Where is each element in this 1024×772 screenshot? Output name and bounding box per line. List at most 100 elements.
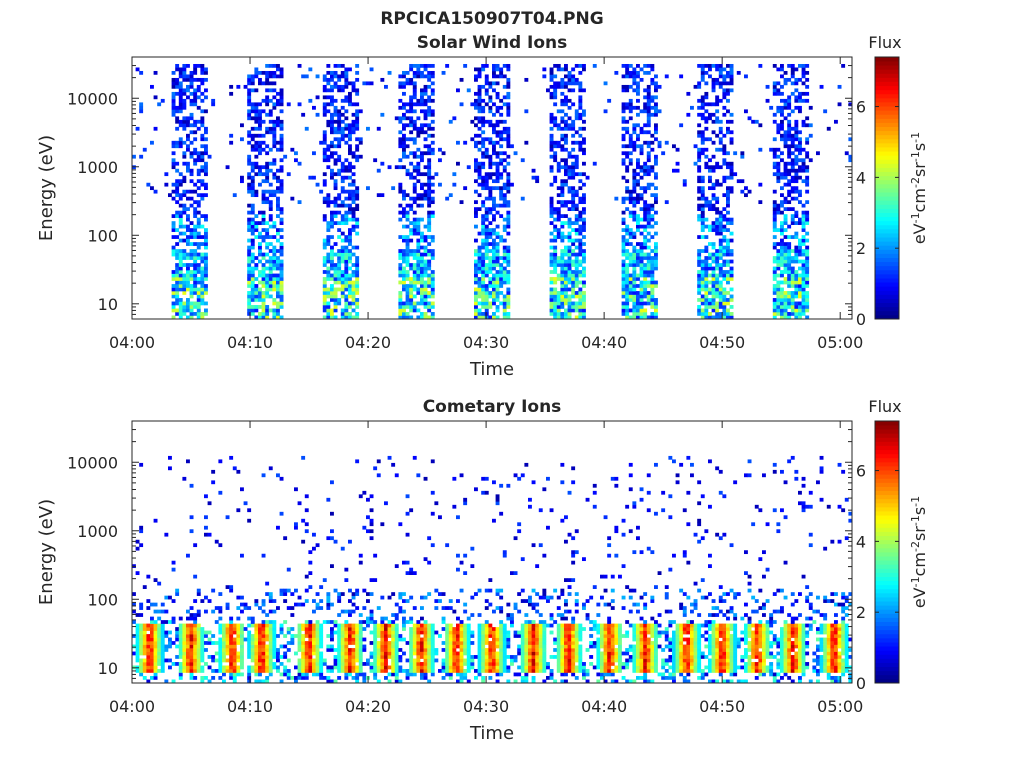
heatmap-cell bbox=[647, 295, 651, 299]
heatmap-cell bbox=[427, 144, 431, 148]
heatmap-cell bbox=[582, 221, 586, 225]
heatmap-cell bbox=[712, 225, 716, 229]
heatmap-cell bbox=[272, 599, 276, 603]
heatmap-cell bbox=[478, 312, 482, 316]
heatmap-cell bbox=[197, 305, 201, 309]
heatmap-cell bbox=[161, 627, 165, 631]
heatmap-cell bbox=[265, 169, 269, 173]
heatmap-cell bbox=[269, 627, 273, 631]
heatmap-cell bbox=[629, 235, 633, 239]
heatmap-cell bbox=[409, 64, 413, 68]
heatmap-cell bbox=[139, 71, 143, 75]
heatmap-cell bbox=[553, 102, 557, 106]
heatmap-cell bbox=[269, 277, 273, 281]
heatmap-cell bbox=[182, 288, 186, 292]
heatmap-cell bbox=[290, 613, 294, 617]
colorbar-swatch bbox=[875, 254, 899, 258]
heatmap-cell bbox=[629, 298, 633, 302]
heatmap-cell bbox=[280, 228, 284, 232]
heatmap-cell bbox=[474, 190, 478, 194]
heatmap-cell bbox=[341, 162, 345, 166]
heatmap-cell bbox=[258, 183, 262, 187]
heatmap-cell bbox=[427, 211, 431, 215]
heatmap-cell bbox=[643, 106, 647, 110]
heatmap-cell bbox=[337, 260, 341, 264]
heatmap-cell bbox=[701, 207, 705, 211]
heatmap-cell bbox=[787, 295, 791, 299]
colorbar-tick-label: 0 bbox=[856, 310, 866, 329]
heatmap-cell bbox=[323, 113, 327, 117]
heatmap-cell bbox=[701, 197, 705, 201]
heatmap-cell bbox=[402, 155, 406, 159]
heatmap-cell bbox=[719, 246, 723, 250]
heatmap-cell bbox=[802, 281, 806, 285]
heatmap-cell bbox=[175, 67, 179, 71]
heatmap-cell bbox=[701, 260, 705, 264]
heatmap-cell bbox=[175, 277, 179, 281]
heatmap-cell bbox=[553, 309, 557, 313]
heatmap-cell bbox=[481, 179, 485, 183]
heatmap-cell bbox=[179, 99, 183, 103]
heatmap-cell bbox=[643, 207, 647, 211]
heatmap-cell bbox=[726, 109, 730, 113]
heatmap-cell bbox=[150, 662, 154, 666]
heatmap-cell bbox=[780, 158, 784, 162]
heatmap-cell bbox=[492, 130, 496, 134]
heatmap-cell bbox=[233, 669, 237, 673]
heatmap-cell bbox=[805, 71, 809, 75]
heatmap-cell bbox=[805, 249, 809, 253]
heatmap-cell bbox=[395, 116, 399, 120]
heatmap-cell bbox=[629, 99, 633, 103]
heatmap-cell bbox=[355, 260, 359, 264]
heatmap-cell bbox=[341, 295, 345, 299]
heatmap-cell bbox=[636, 228, 640, 232]
heatmap-cell bbox=[420, 71, 424, 75]
heatmap-cell bbox=[665, 74, 669, 78]
heatmap-cell bbox=[204, 148, 208, 152]
heatmap-cell bbox=[247, 225, 251, 229]
heatmap-cells bbox=[132, 64, 852, 319]
heatmap-cell bbox=[568, 235, 572, 239]
heatmap-cell bbox=[352, 274, 356, 278]
heatmap-cell bbox=[337, 267, 341, 271]
heatmap-cell bbox=[287, 641, 291, 645]
heatmap-cell bbox=[481, 64, 485, 68]
heatmap-cell bbox=[715, 179, 719, 183]
heatmap-cell bbox=[726, 218, 730, 222]
heatmap-cell bbox=[413, 249, 417, 253]
heatmap-cell bbox=[553, 218, 557, 222]
heatmap-cell bbox=[647, 71, 651, 75]
heatmap-cell bbox=[697, 99, 701, 103]
heatmap-cell bbox=[402, 151, 406, 155]
heatmap-cell bbox=[326, 225, 330, 229]
heatmap-cell bbox=[560, 302, 564, 306]
heatmap-cell bbox=[557, 141, 561, 145]
heatmap-cell bbox=[229, 634, 233, 638]
heatmap-cell bbox=[467, 88, 471, 92]
heatmap-cell bbox=[787, 298, 791, 302]
heatmap-cell bbox=[269, 631, 273, 635]
heatmap-cell bbox=[139, 102, 143, 106]
heatmap-cell bbox=[787, 102, 791, 106]
heatmap-cell bbox=[719, 305, 723, 309]
heatmap-cell bbox=[776, 295, 780, 299]
heatmap-cell bbox=[557, 186, 561, 190]
heatmap-cell bbox=[560, 127, 564, 131]
heatmap-cell bbox=[640, 218, 644, 222]
heatmap-cell bbox=[218, 610, 222, 614]
heatmap-cell bbox=[506, 179, 510, 183]
heatmap-cell bbox=[247, 655, 251, 659]
heatmap-cell bbox=[730, 120, 734, 124]
heatmap-cell bbox=[337, 130, 341, 134]
heatmap-cell bbox=[172, 599, 176, 603]
heatmap-cell bbox=[784, 281, 788, 285]
heatmap-cell bbox=[650, 284, 654, 288]
heatmap-cell bbox=[179, 102, 183, 106]
heatmap-cell bbox=[348, 218, 352, 222]
heatmap-cell bbox=[582, 312, 586, 316]
heatmap-cell bbox=[805, 165, 809, 169]
heatmap-cell bbox=[622, 162, 626, 166]
heatmap-cell bbox=[193, 253, 197, 257]
heatmap-cell bbox=[784, 218, 788, 222]
heatmap-cell bbox=[643, 204, 647, 208]
